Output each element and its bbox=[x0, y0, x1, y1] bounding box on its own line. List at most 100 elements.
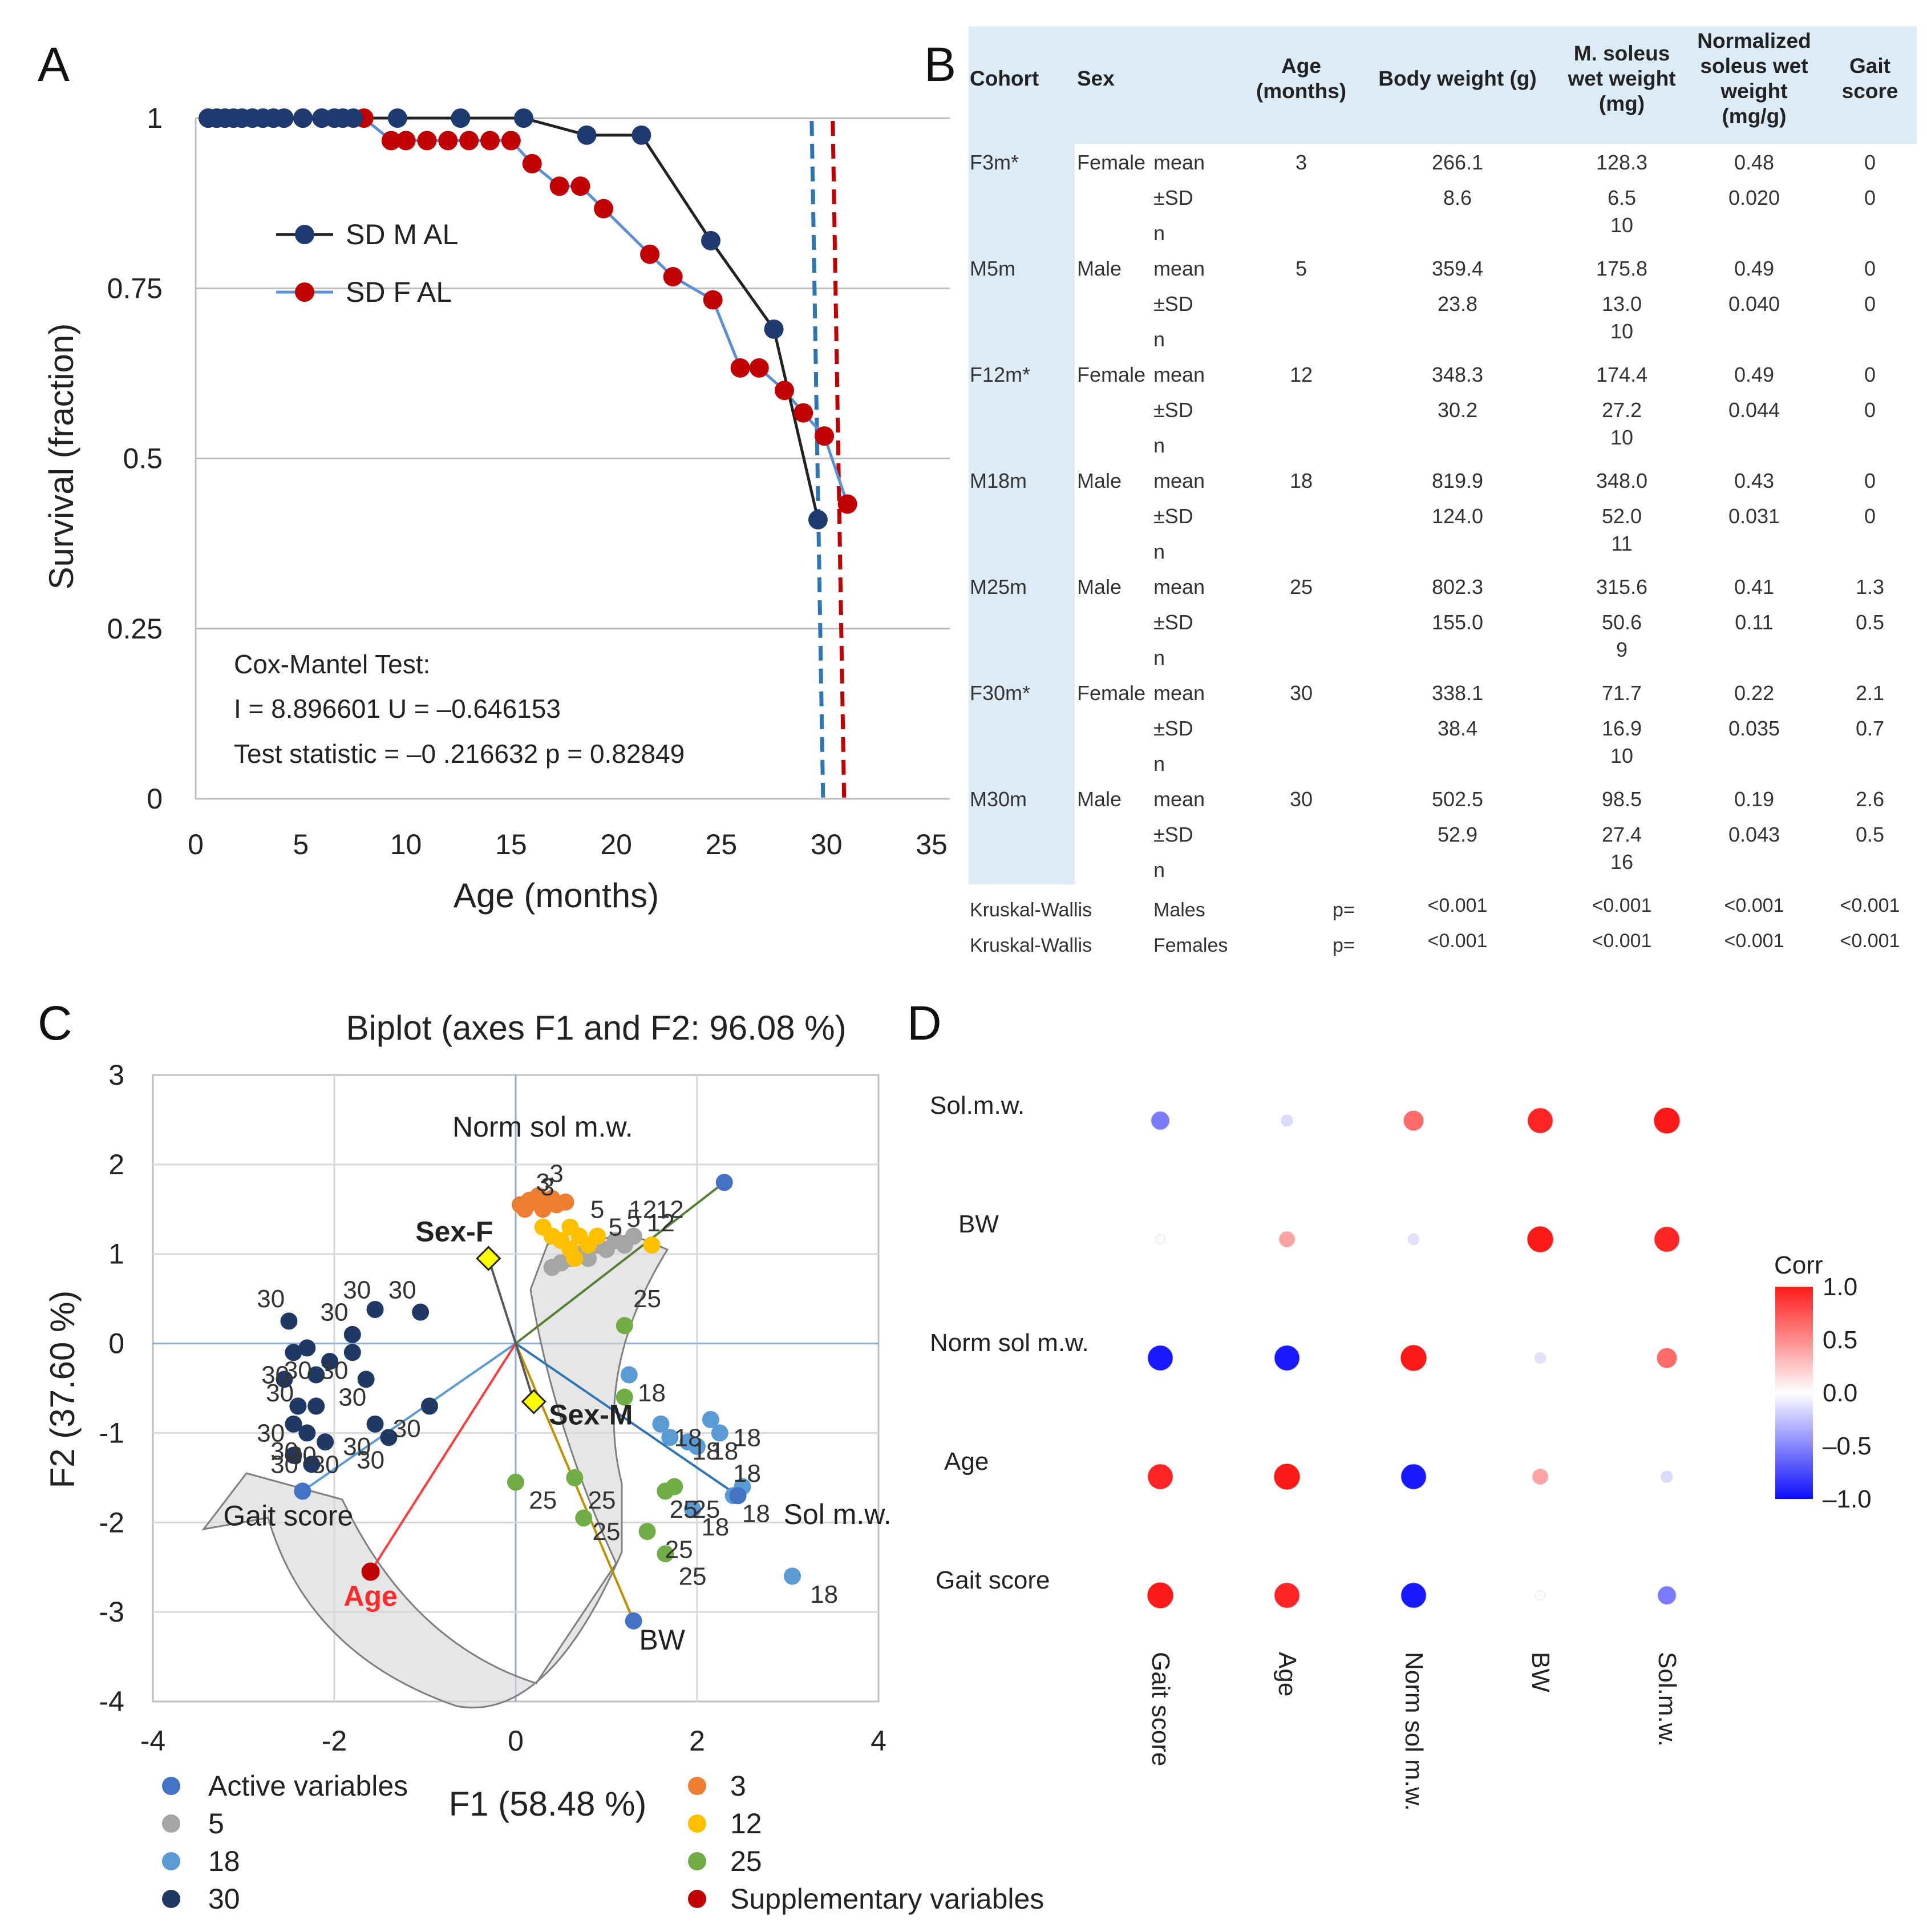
correlation-column-label: Gait score bbox=[1147, 1652, 1175, 1767]
correlation-column-label: BW bbox=[1527, 1652, 1554, 1692]
observation-point-5 bbox=[616, 1236, 633, 1254]
correlation-column-label: Age bbox=[1273, 1652, 1301, 1696]
survival-point-female bbox=[459, 131, 479, 151]
observation-point-25 bbox=[575, 1509, 593, 1527]
observation-point-18 bbox=[711, 1424, 728, 1442]
correlation-cell bbox=[1656, 1347, 1678, 1369]
observation-point-25 bbox=[616, 1317, 633, 1335]
table-header-cell: Sex bbox=[1077, 67, 1115, 90]
table-stat-label: mean bbox=[1153, 257, 1205, 280]
observation-label-3: 3 bbox=[549, 1160, 563, 1188]
variable-label-norm-sol-m-w-: Norm sol m.w. bbox=[452, 1111, 633, 1143]
observation-label-18: 18 bbox=[742, 1500, 770, 1528]
observation-label-30: 30 bbox=[343, 1276, 371, 1304]
correlation-cell bbox=[1661, 1470, 1673, 1483]
survival-point-female bbox=[549, 176, 569, 196]
correlation-legend-tick: –1.0 bbox=[1823, 1485, 1872, 1513]
table-stat-label: mean bbox=[1153, 469, 1205, 492]
survival-point-female bbox=[438, 131, 458, 151]
panel-label-d: D bbox=[907, 996, 942, 1050]
table-kruskal-value: <0.001 bbox=[1592, 895, 1652, 916]
observation-label-18: 18 bbox=[710, 1437, 738, 1465]
table-header-cell: M. soleus bbox=[1574, 42, 1670, 65]
correlation-legend-tick: 1.0 bbox=[1823, 1273, 1857, 1301]
table-cohort-cell: M5m bbox=[970, 257, 1015, 280]
vector-gait-score bbox=[302, 1342, 517, 1493]
table-kruskal-value: <0.001 bbox=[1428, 930, 1488, 952]
table-header-cell: score bbox=[1842, 79, 1898, 103]
survival-point-male bbox=[764, 319, 784, 339]
survival-x-tick-label: 5 bbox=[293, 828, 309, 860]
table-age-cell: 18 bbox=[1290, 469, 1313, 492]
observation-point-30 bbox=[285, 1446, 302, 1464]
observation-point-30 bbox=[303, 1456, 321, 1473]
survival-point-female bbox=[381, 131, 401, 151]
observation-point-30 bbox=[285, 1344, 302, 1361]
correlation-cell bbox=[1273, 1463, 1301, 1490]
table-kruskal-value: <0.001 bbox=[1592, 930, 1652, 952]
observation-point-12 bbox=[643, 1236, 661, 1254]
survival-point-female bbox=[730, 358, 750, 378]
table-kruskal-label: Kruskal-Wallis bbox=[970, 899, 1092, 921]
biplot-y-tick-label: -2 bbox=[99, 1506, 124, 1538]
observation-point-30 bbox=[307, 1397, 325, 1415]
legend-label: Supplementary variables bbox=[730, 1883, 1044, 1915]
table-mean-cell: 819.9 bbox=[1432, 469, 1483, 492]
biplot-y-tick-label: 2 bbox=[108, 1149, 124, 1181]
table-sd-cell: 30.2 bbox=[1438, 398, 1477, 422]
observation-label-18: 18 bbox=[733, 1460, 761, 1488]
panel-label-a: A bbox=[38, 38, 70, 91]
table-mean-cell: 0.43 bbox=[1734, 469, 1774, 492]
table-header-cell: Body weight (g) bbox=[1378, 67, 1536, 90]
table-age-cell: 25 bbox=[1290, 575, 1313, 599]
table-header-cell: Age bbox=[1281, 54, 1321, 78]
table-stat-label: ±SD bbox=[1153, 611, 1193, 634]
observation-label-12: 12 bbox=[629, 1195, 657, 1223]
cohort-table: Cohort Sex Age(months) Body weight (g) M. so… bbox=[969, 26, 1917, 956]
survival-y-tick-label: 0.25 bbox=[107, 613, 163, 645]
table-kruskal-value: <0.001 bbox=[1724, 895, 1784, 916]
biplot-y-tick-label: 3 bbox=[108, 1059, 124, 1091]
observation-label-3: 3 bbox=[536, 1169, 549, 1197]
table-sex-cell: Male bbox=[1077, 469, 1122, 492]
correlation-cell bbox=[1147, 1582, 1174, 1609]
table-sex-cell: Female bbox=[1077, 681, 1145, 705]
survival-point-male bbox=[631, 125, 651, 145]
table-stat-label: ±SD bbox=[1153, 504, 1193, 528]
observation-label-30: 30 bbox=[357, 1446, 384, 1474]
observation-label-18: 18 bbox=[638, 1379, 666, 1407]
table-sd-cell: 0.11 bbox=[1735, 611, 1773, 634]
table-mean-cell: 98.5 bbox=[1602, 787, 1642, 811]
table-header-cell: (mg) bbox=[1599, 92, 1645, 115]
observation-label-25: 25 bbox=[529, 1486, 557, 1514]
survival-x-tick-label: 0 bbox=[188, 828, 204, 860]
table-mean-cell: 0.19 bbox=[1734, 787, 1774, 811]
observation-label-30: 30 bbox=[284, 1357, 312, 1385]
correlation-cell bbox=[1281, 1114, 1293, 1127]
biplot-y-tick-label: 1 bbox=[108, 1238, 124, 1270]
observation-label-5: 5 bbox=[626, 1205, 640, 1232]
table-n-cell: 10 bbox=[1610, 426, 1633, 449]
observation-point-30 bbox=[317, 1433, 334, 1451]
variable-points: Norm sol m.w. Sol m.w. BW Gait score Age Sex-… bbox=[223, 1111, 891, 1656]
survival-series bbox=[199, 108, 857, 530]
survival-point-female bbox=[749, 358, 769, 378]
observation-label-30: 30 bbox=[321, 1299, 349, 1327]
table-mean-cell: 0.48 bbox=[1734, 151, 1774, 174]
table-sd-cell: 124.0 bbox=[1432, 504, 1483, 528]
legend-label: 25 bbox=[730, 1845, 762, 1877]
observation-label-12: 12 bbox=[647, 1209, 675, 1237]
table-body: F3m* Female mean 3 266.1 128.3 0.48 0 ±SD 8.6 6.5 0… bbox=[970, 151, 1900, 956]
table-header-cell: Cohort bbox=[970, 67, 1039, 90]
observation-label-18: 18 bbox=[810, 1581, 838, 1608]
table-sd-cell: 0.020 bbox=[1728, 186, 1780, 209]
survival-point-male bbox=[387, 108, 407, 128]
table-stat-label: mean bbox=[1153, 151, 1205, 174]
active-variable-point bbox=[294, 1482, 311, 1500]
table-stat-label: n bbox=[1153, 434, 1165, 457]
variable-label-gait-score: Gait score bbox=[223, 1499, 353, 1531]
table-cohort-cell: M25m bbox=[970, 575, 1027, 599]
table-kruskal-value: <0.001 bbox=[1840, 895, 1900, 916]
observation-label-30: 30 bbox=[343, 1433, 371, 1461]
observation-point-30 bbox=[280, 1312, 298, 1330]
